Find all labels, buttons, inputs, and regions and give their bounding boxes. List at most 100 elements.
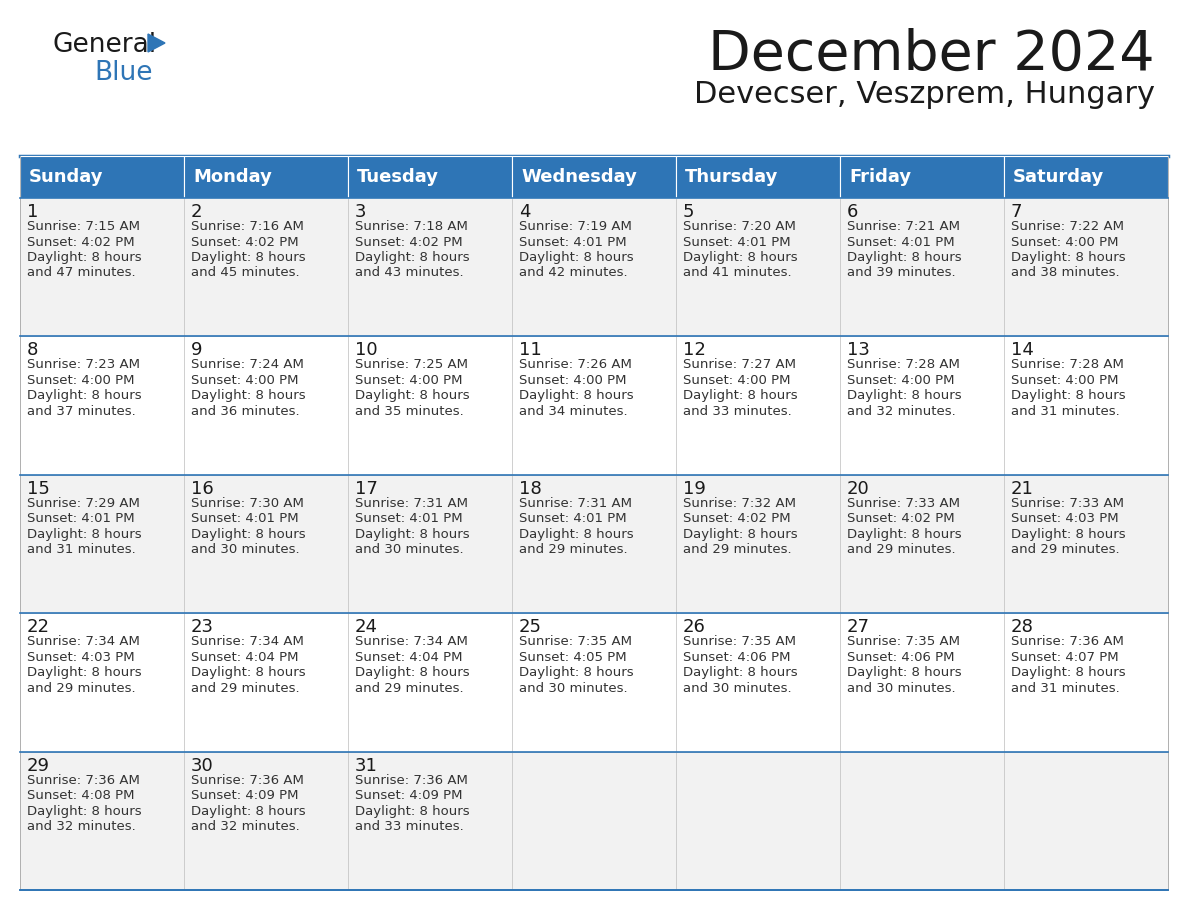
Text: Sunset: 4:02 PM: Sunset: 4:02 PM xyxy=(847,512,955,525)
Text: Sunset: 4:09 PM: Sunset: 4:09 PM xyxy=(191,789,298,802)
Text: Sunset: 4:00 PM: Sunset: 4:00 PM xyxy=(355,374,462,386)
Bar xyxy=(184,752,348,890)
Text: 11: 11 xyxy=(519,341,542,360)
Text: Sunrise: 7:28 AM: Sunrise: 7:28 AM xyxy=(847,358,960,372)
Text: Sunset: 4:05 PM: Sunset: 4:05 PM xyxy=(519,651,626,664)
Text: Sunset: 4:09 PM: Sunset: 4:09 PM xyxy=(355,789,462,802)
Text: Sunrise: 7:22 AM: Sunrise: 7:22 AM xyxy=(1011,220,1124,233)
Text: 21: 21 xyxy=(1011,480,1034,498)
Text: Daylight: 8 hours: Daylight: 8 hours xyxy=(683,528,797,541)
Text: and 41 minutes.: and 41 minutes. xyxy=(683,266,791,279)
Text: Sunset: 4:01 PM: Sunset: 4:01 PM xyxy=(683,236,791,249)
Text: Daylight: 8 hours: Daylight: 8 hours xyxy=(27,666,141,679)
Text: Daylight: 8 hours: Daylight: 8 hours xyxy=(519,528,633,541)
Text: 8: 8 xyxy=(27,341,38,360)
Text: and 37 minutes.: and 37 minutes. xyxy=(27,405,135,418)
Text: Sunset: 4:01 PM: Sunset: 4:01 PM xyxy=(519,512,626,525)
Text: Sunset: 4:01 PM: Sunset: 4:01 PM xyxy=(355,512,462,525)
Bar xyxy=(512,336,676,475)
Text: and 43 minutes.: and 43 minutes. xyxy=(355,266,463,279)
Text: Devecser, Veszprem, Hungary: Devecser, Veszprem, Hungary xyxy=(694,80,1155,109)
Text: Wednesday: Wednesday xyxy=(522,168,637,186)
Text: 14: 14 xyxy=(1011,341,1034,360)
Polygon shape xyxy=(148,34,165,52)
Text: December 2024: December 2024 xyxy=(708,28,1155,82)
Bar xyxy=(1004,475,1168,613)
Text: 1: 1 xyxy=(27,203,38,221)
Text: Sunset: 4:06 PM: Sunset: 4:06 PM xyxy=(683,651,790,664)
Text: and 30 minutes.: and 30 minutes. xyxy=(683,682,791,695)
Text: Sunrise: 7:31 AM: Sunrise: 7:31 AM xyxy=(519,497,632,509)
Text: Sunset: 4:08 PM: Sunset: 4:08 PM xyxy=(27,789,134,802)
Bar xyxy=(1004,156,1168,198)
Text: 5: 5 xyxy=(683,203,695,221)
Bar xyxy=(348,336,512,475)
Bar xyxy=(512,475,676,613)
Bar xyxy=(348,475,512,613)
Bar xyxy=(676,198,840,336)
Text: Daylight: 8 hours: Daylight: 8 hours xyxy=(27,389,141,402)
Text: 3: 3 xyxy=(355,203,367,221)
Text: Daylight: 8 hours: Daylight: 8 hours xyxy=(191,804,305,818)
Text: Daylight: 8 hours: Daylight: 8 hours xyxy=(191,528,305,541)
Text: 6: 6 xyxy=(847,203,859,221)
Text: Daylight: 8 hours: Daylight: 8 hours xyxy=(683,251,797,264)
Text: Sunrise: 7:34 AM: Sunrise: 7:34 AM xyxy=(355,635,468,648)
Text: Sunrise: 7:34 AM: Sunrise: 7:34 AM xyxy=(27,635,140,648)
Text: and 33 minutes.: and 33 minutes. xyxy=(683,405,791,418)
Bar xyxy=(184,156,348,198)
Text: Daylight: 8 hours: Daylight: 8 hours xyxy=(847,251,961,264)
Text: and 29 minutes.: and 29 minutes. xyxy=(1011,543,1119,556)
Text: Daylight: 8 hours: Daylight: 8 hours xyxy=(27,528,141,541)
Text: Sunrise: 7:34 AM: Sunrise: 7:34 AM xyxy=(191,635,304,648)
Text: Sunset: 4:02 PM: Sunset: 4:02 PM xyxy=(683,512,791,525)
Text: Sunset: 4:02 PM: Sunset: 4:02 PM xyxy=(27,236,134,249)
Text: Sunset: 4:07 PM: Sunset: 4:07 PM xyxy=(1011,651,1119,664)
Text: and 29 minutes.: and 29 minutes. xyxy=(27,682,135,695)
Text: 7: 7 xyxy=(1011,203,1023,221)
Text: Thursday: Thursday xyxy=(685,168,778,186)
Text: Sunrise: 7:28 AM: Sunrise: 7:28 AM xyxy=(1011,358,1124,372)
Text: Sunrise: 7:24 AM: Sunrise: 7:24 AM xyxy=(191,358,304,372)
Bar xyxy=(840,475,1004,613)
Bar xyxy=(184,336,348,475)
Text: Sunrise: 7:23 AM: Sunrise: 7:23 AM xyxy=(27,358,140,372)
Text: Sunrise: 7:27 AM: Sunrise: 7:27 AM xyxy=(683,358,796,372)
Text: Sunset: 4:04 PM: Sunset: 4:04 PM xyxy=(191,651,298,664)
Text: Sunrise: 7:36 AM: Sunrise: 7:36 AM xyxy=(1011,635,1124,648)
Text: 13: 13 xyxy=(847,341,870,360)
Text: Sunset: 4:01 PM: Sunset: 4:01 PM xyxy=(27,512,134,525)
Text: and 29 minutes.: and 29 minutes. xyxy=(355,682,463,695)
Bar xyxy=(348,156,512,198)
Bar xyxy=(512,752,676,890)
Text: Sunset: 4:06 PM: Sunset: 4:06 PM xyxy=(847,651,954,664)
Bar xyxy=(1004,613,1168,752)
Text: Saturday: Saturday xyxy=(1013,168,1105,186)
Text: Sunset: 4:00 PM: Sunset: 4:00 PM xyxy=(519,374,626,386)
Bar xyxy=(840,336,1004,475)
Text: Daylight: 8 hours: Daylight: 8 hours xyxy=(355,389,469,402)
Text: Sunrise: 7:36 AM: Sunrise: 7:36 AM xyxy=(191,774,304,787)
Text: Sunset: 4:00 PM: Sunset: 4:00 PM xyxy=(1011,374,1118,386)
Text: Sunrise: 7:33 AM: Sunrise: 7:33 AM xyxy=(1011,497,1124,509)
Text: Sunrise: 7:19 AM: Sunrise: 7:19 AM xyxy=(519,220,632,233)
Text: Sunset: 4:01 PM: Sunset: 4:01 PM xyxy=(519,236,626,249)
Bar xyxy=(184,198,348,336)
Text: and 30 minutes.: and 30 minutes. xyxy=(191,543,299,556)
Text: and 47 minutes.: and 47 minutes. xyxy=(27,266,135,279)
Text: Sunset: 4:00 PM: Sunset: 4:00 PM xyxy=(683,374,790,386)
Text: Daylight: 8 hours: Daylight: 8 hours xyxy=(519,251,633,264)
Text: Daylight: 8 hours: Daylight: 8 hours xyxy=(1011,666,1125,679)
Bar xyxy=(676,475,840,613)
Text: Friday: Friday xyxy=(849,168,911,186)
Text: Daylight: 8 hours: Daylight: 8 hours xyxy=(519,666,633,679)
Text: and 29 minutes.: and 29 minutes. xyxy=(683,543,791,556)
Text: Sunday: Sunday xyxy=(29,168,103,186)
Text: Sunrise: 7:31 AM: Sunrise: 7:31 AM xyxy=(355,497,468,509)
Text: and 31 minutes.: and 31 minutes. xyxy=(27,543,135,556)
Bar xyxy=(512,198,676,336)
Text: and 39 minutes.: and 39 minutes. xyxy=(847,266,955,279)
Text: Daylight: 8 hours: Daylight: 8 hours xyxy=(355,804,469,818)
Text: and 29 minutes.: and 29 minutes. xyxy=(847,543,955,556)
Text: Daylight: 8 hours: Daylight: 8 hours xyxy=(683,666,797,679)
